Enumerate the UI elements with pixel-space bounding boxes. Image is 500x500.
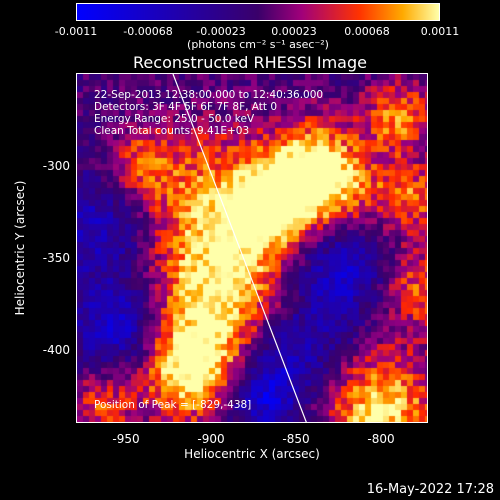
y-axis-label: Heliocentric Y (arcsec) bbox=[13, 180, 27, 316]
colorbar-tick: 0.00023 bbox=[271, 25, 317, 38]
x-tick: -900 bbox=[197, 432, 225, 446]
colorbar-tick: 0.0011 bbox=[420, 25, 460, 38]
y-tick: -350 bbox=[42, 251, 70, 265]
y-tick: -300 bbox=[42, 159, 70, 173]
peak-position: Position of Peak = [-829,-438] bbox=[94, 399, 252, 411]
info-energy: Energy Range: 25.0 - 50.0 keV bbox=[94, 113, 255, 125]
x-tick: -800 bbox=[367, 432, 395, 446]
colorbar bbox=[76, 3, 440, 21]
x-tick: -850 bbox=[282, 432, 310, 446]
x-axis-label: Heliocentric X (arcsec) bbox=[184, 447, 320, 461]
colorbar-tick: -0.0011 bbox=[54, 25, 98, 38]
colorbar-tick: -0.00023 bbox=[196, 25, 246, 38]
info-clean: Clean Total counts: 9.41E+03 bbox=[94, 125, 250, 137]
rhessi-image-map bbox=[77, 74, 427, 422]
info-time: 22-Sep-2013 12:38:00.000 to 12:40:36.000 bbox=[94, 89, 324, 101]
solar-limb-line bbox=[172, 74, 307, 422]
plot-title: Reconstructed RHESSI Image bbox=[133, 53, 367, 72]
info-detectors: Detectors: 3F 4F 5F 6F 7F 8F, Att 0 bbox=[94, 101, 278, 113]
x-tick: -950 bbox=[112, 432, 140, 446]
y-tick: -400 bbox=[42, 343, 70, 357]
timestamp-footer: 16-May-2022 17:28 bbox=[366, 482, 494, 497]
colorbar-tick: 0.00068 bbox=[344, 25, 390, 38]
image-plot: 22-Sep-2013 12:38:00.000 to 12:40:36.000… bbox=[76, 73, 428, 423]
limb-overlay bbox=[172, 74, 307, 422]
colorbar-units: (photons cm⁻² s⁻¹ asec⁻²) bbox=[187, 38, 329, 51]
colorbar-tick: -0.00068 bbox=[123, 25, 173, 38]
